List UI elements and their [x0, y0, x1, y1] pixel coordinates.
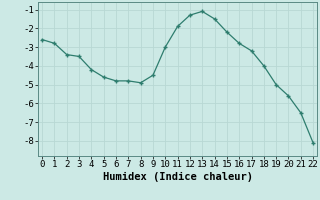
X-axis label: Humidex (Indice chaleur): Humidex (Indice chaleur)	[103, 172, 252, 182]
